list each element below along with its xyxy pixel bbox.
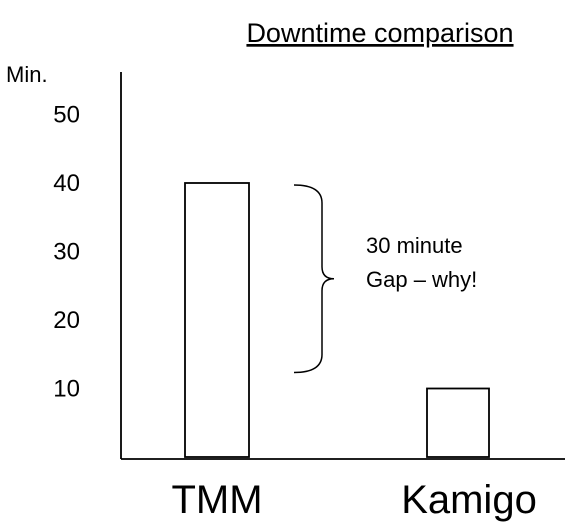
y-tick-label: 50 (53, 102, 80, 129)
category-label: TMM (171, 478, 262, 522)
gap-annotation: 30 minute Gap – why! (366, 233, 477, 292)
y-tick-label: 20 (53, 307, 80, 334)
y-tick-label: 30 (53, 239, 80, 266)
chart-title: Downtime comparison (246, 18, 513, 48)
category-labels: TMM Kamigo (171, 478, 536, 522)
y-tick-labels: 10 20 30 40 50 (53, 102, 80, 403)
bars (184, 182, 490, 458)
gap-annotation-line-2: Gap – why! (366, 267, 477, 292)
y-tick-label: 40 (53, 170, 80, 197)
gap-annotation-line-1: 30 minute (366, 233, 463, 258)
bar-tmm (184, 182, 250, 458)
category-label: Kamigo (401, 478, 537, 522)
y-axis-label: Min. (6, 62, 48, 87)
gap-brace (293, 184, 335, 374)
y-tick-label: 10 (53, 376, 80, 403)
bar-kamigo (426, 387, 490, 458)
